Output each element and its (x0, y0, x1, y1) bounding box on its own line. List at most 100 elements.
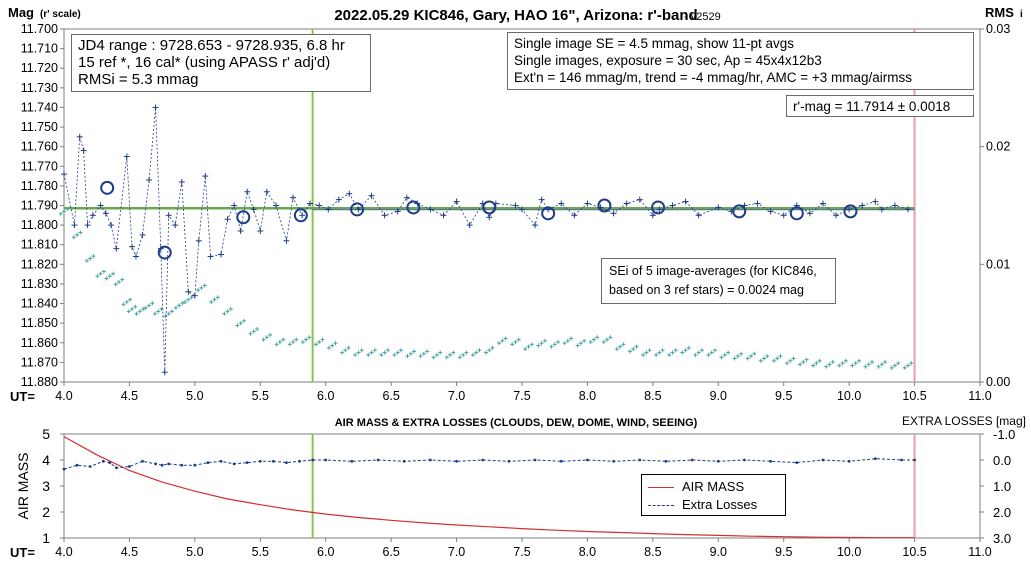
top-chart-title: 2022.05.29 KIC846, Gary, HAO 16", Arizon… (334, 7, 697, 24)
rms-point (765, 354, 770, 359)
extra-losses-line (63, 458, 915, 470)
rms-point (120, 277, 125, 282)
bottom-legend: AIR MASS Extra Losses (641, 474, 786, 516)
single-image-point (427, 206, 434, 213)
rms-point (369, 350, 374, 355)
rms-point (523, 347, 528, 352)
single-image-point (859, 202, 866, 209)
average-point (843, 204, 858, 219)
rms-point (215, 295, 220, 300)
rms-point (147, 303, 152, 308)
rms-point (709, 350, 714, 355)
rms-point (618, 344, 623, 349)
extra-losses-point (258, 459, 262, 463)
average-point (789, 206, 804, 221)
rms-point (113, 282, 118, 287)
info-right-box: Single image SE = 4.5 mmag, show 11-pt a… (507, 32, 974, 90)
single-image-point (767, 208, 774, 215)
rms-point (634, 344, 639, 349)
rms-point (696, 350, 701, 355)
rms-point (379, 352, 384, 357)
single-image-point (512, 202, 519, 209)
legend-swatch-airmass (648, 487, 674, 489)
rms-point (775, 356, 780, 361)
rms-point (238, 321, 243, 326)
extra-losses-point (141, 459, 144, 463)
rms-point (150, 301, 155, 306)
single-image-point (257, 227, 264, 234)
rms-point (180, 301, 185, 306)
rms-point (58, 211, 63, 216)
extra-losses-point (88, 465, 92, 468)
top-y-tick-label: 11.760 (21, 140, 58, 154)
top-x-tick-label: 5.5 (252, 389, 269, 403)
rms-point (745, 356, 750, 361)
top-x-tick-label: 8.0 (579, 389, 596, 403)
rms-point (464, 350, 469, 355)
rms-point (241, 318, 246, 323)
rms-point (588, 339, 593, 344)
extra-losses-point (285, 461, 288, 464)
sei-note-box: SEi of 5 image-averages (for KIC846, bas… (601, 258, 836, 304)
rms-point (126, 309, 131, 314)
single-image-point (368, 192, 375, 199)
info-right-line-3: Ext'n = 146 mmag/m, trend = -4 mmag/hr, … (514, 70, 912, 85)
rms-point (902, 365, 907, 370)
rms-point (552, 342, 557, 347)
rms-point (529, 342, 534, 347)
rms-point (739, 351, 744, 356)
bottom-x-tick-label: 6.5 (382, 545, 399, 559)
single-image-point (325, 206, 332, 213)
rms-point (434, 352, 439, 357)
bottom-x-tick-label: 8.0 (579, 545, 596, 559)
bottom-x-tick-label: 5.0 (186, 545, 203, 559)
single-image-point (819, 200, 826, 207)
bottom-x-tick-label: 5.5 (252, 545, 269, 559)
single-image-point (185, 288, 192, 295)
rms-point (294, 337, 299, 342)
rms-point (497, 341, 502, 346)
rms-point (526, 344, 531, 349)
top-x-tick-label: 10.5 (902, 389, 926, 403)
extra-losses-point (612, 459, 615, 463)
single-image-point (878, 206, 885, 213)
top-y-tick-label: 11.840 (21, 297, 58, 311)
rms-point (274, 342, 279, 347)
rms-point (307, 335, 312, 340)
single-image-point (466, 222, 473, 229)
legend-item-losses: Extra Losses (648, 496, 779, 514)
top-x-tick-label: 9.5 (775, 389, 792, 403)
rms-point (824, 364, 829, 369)
top-x-tick-label: 6.0 (317, 389, 334, 403)
single-image-point (532, 222, 539, 229)
rms-point (870, 359, 875, 364)
rms-point (264, 335, 269, 340)
extra-losses-point (114, 466, 118, 470)
result-value: r'-mag = 11.7914 ± 0.0018 (793, 99, 951, 114)
rms-point (906, 363, 911, 368)
extra-losses-point (376, 458, 380, 462)
rms-point (778, 354, 783, 359)
top-x-axis-label: UT= (10, 389, 35, 404)
rms-point (421, 351, 426, 356)
rms-point (277, 339, 282, 344)
rms-point (156, 309, 161, 314)
rms-point (84, 258, 89, 263)
single-image-point (394, 208, 401, 215)
legend-item-airmass: AIR MASS (648, 478, 779, 496)
extra-losses-point (324, 458, 328, 462)
rms-point (601, 339, 606, 344)
rms-point (726, 350, 731, 355)
top-y-tick-label: 11.780 (21, 179, 58, 193)
rms-point (536, 343, 541, 348)
bottom-x-tick-label: 7.0 (448, 545, 465, 559)
bottom-x-axis-label: UT= (10, 545, 35, 560)
rms-point (752, 351, 757, 356)
extra-losses-point (128, 465, 131, 468)
rms-point (827, 362, 832, 367)
legend-swatch-losses (648, 505, 674, 507)
rms-point (644, 350, 649, 355)
extra-losses-point (873, 457, 877, 461)
rms-point (811, 363, 816, 368)
rms-point (500, 338, 505, 343)
